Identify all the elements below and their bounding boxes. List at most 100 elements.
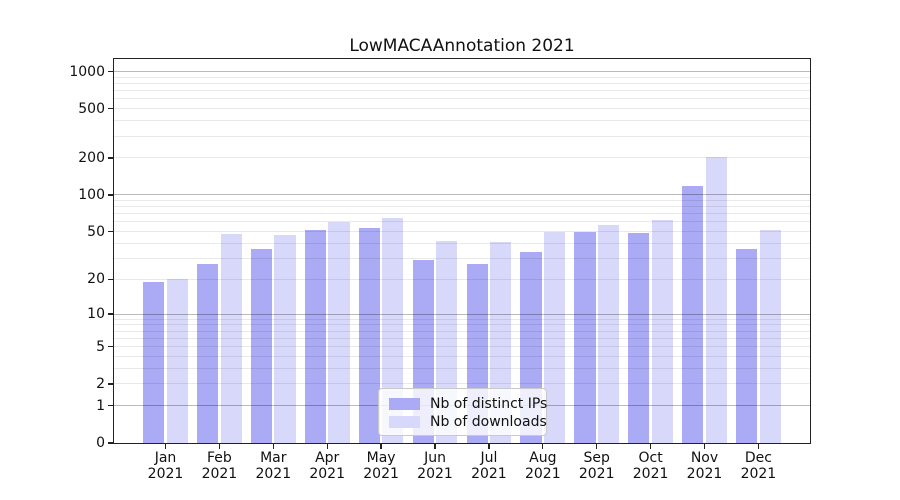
month-year: 2021 [417,465,453,482]
x-tick-label-aug: Aug 2021 [515,450,571,482]
gridline-100 [114,194,810,196]
x-tick-label-apr: Apr 2021 [299,450,355,482]
bar-downloads-apr [328,221,350,443]
bar-ips-jan [143,281,165,443]
x-tick-label-oct: Oct 2021 [623,450,679,482]
y-tick-label-1000: 1000 [69,63,105,80]
gridline-30 [114,257,810,259]
month-year: 2021 [255,465,292,482]
month-name: Jun [424,450,446,466]
gridline-300 [114,135,810,137]
gridline-800 [114,83,810,85]
x-tick-label-feb: Feb 2021 [191,450,247,482]
gridline-9 [114,318,810,320]
y-tick-mark-1 [108,405,113,407]
chart-title: LowMACAAnnotation 2021 [349,36,575,56]
month-name: Dec [744,450,772,466]
gridline-80 [114,206,810,208]
gridline-7 [114,330,810,332]
x-tick-label-jun: Jun 2021 [407,450,463,482]
x-tick-mark-jan [164,444,167,449]
gridline-8 [114,324,810,326]
gridline-10 [114,313,810,315]
x-tick-mark-oct [649,444,652,449]
bar-downloads-may [382,217,404,443]
month-year: 2021 [740,465,777,482]
bar-downloads-nov [705,156,727,443]
month-name: Aug [529,450,557,466]
month-year: 2021 [686,465,723,482]
month-name: Jan [154,450,177,466]
legend-label-distinct-ips: Nb of distinct IPs [430,396,548,412]
gridline-90 [114,199,810,201]
bar-ips-feb [197,263,219,443]
y-tick-label-200: 200 [78,149,105,166]
y-tick-mark-2 [108,383,113,385]
bar-ips-nov [682,186,704,443]
legend-swatch-distinct-ips [389,398,420,410]
bar-downloads-dec [759,229,781,443]
bar-ips-may [358,227,380,443]
y-tick-mark-10 [108,313,113,315]
month-year: 2021 [632,465,669,482]
x-tick-mark-may [380,444,382,449]
gridline-200 [114,157,810,159]
bar-ips-sep [574,231,596,443]
gridline-500 [114,108,810,110]
month-year: 2021 [524,465,561,482]
gridline-40 [114,242,810,244]
x-tick-label-sep: Sep 2021 [569,450,625,482]
y-tick-label-2: 2 [96,375,105,392]
month-name: May [366,450,396,466]
bar-ips-dec [736,248,758,443]
gridline-600 [114,98,810,100]
bar-downloads-mar [274,234,296,443]
gridline-70 [114,213,810,215]
x-tick-mark-dec [757,444,760,449]
x-tick-label-may: May 2021 [353,450,409,482]
bar-ips-mar [250,248,273,443]
bar-ips-apr [304,229,327,443]
legend-label-downloads: Nb of downloads [430,414,547,430]
gridline-50 [114,231,810,233]
month-name: Jul [480,450,498,466]
y-tick-label-100: 100 [78,186,105,203]
month-name: Oct [638,450,663,466]
month-year: 2021 [363,465,399,482]
month-year: 2021 [201,465,238,482]
y-tick-mark-1000 [108,70,113,73]
bar-downloads-oct [651,220,673,443]
bar-ips-oct [628,232,650,443]
x-tick-mark-mar [272,444,274,449]
y-tick-label-0: 0 [96,435,105,451]
gridline-20 [114,278,810,280]
x-tick-mark-jun [434,444,436,449]
y-tick-mark-50 [108,230,113,233]
y-tick-mark-500 [108,108,113,110]
gridline-900 [114,76,810,78]
gridline-5 [114,346,810,348]
month-name: Feb [206,450,232,466]
y-tick-mark-200 [108,157,113,159]
y-tick-label-50: 50 [87,223,105,240]
bar-downloads-aug [543,231,566,443]
x-tick-mark-feb [218,444,221,449]
legend-row-downloads: Nb of downloads [389,413,547,431]
bar-downloads-jan [166,279,188,443]
month-name: Apr [315,450,340,466]
month-year: 2021 [471,465,507,482]
y-tick-mark-100 [108,194,113,196]
y-tick-label-20: 20 [87,271,105,288]
gridline-4 [114,355,810,357]
legend-swatch-downloads [389,416,420,428]
x-tick-label-mar: Mar 2021 [245,450,301,482]
y-tick-mark-20 [108,278,113,280]
x-tick-label-jan: Jan 2021 [138,450,194,482]
gridline-1000 [114,71,810,73]
gridline-6 [114,337,810,339]
x-tick-mark-jul [488,444,490,449]
x-tick-label-dec: Dec 2021 [730,450,786,482]
x-tick-mark-aug [542,444,544,449]
gridline-3 [114,367,810,369]
